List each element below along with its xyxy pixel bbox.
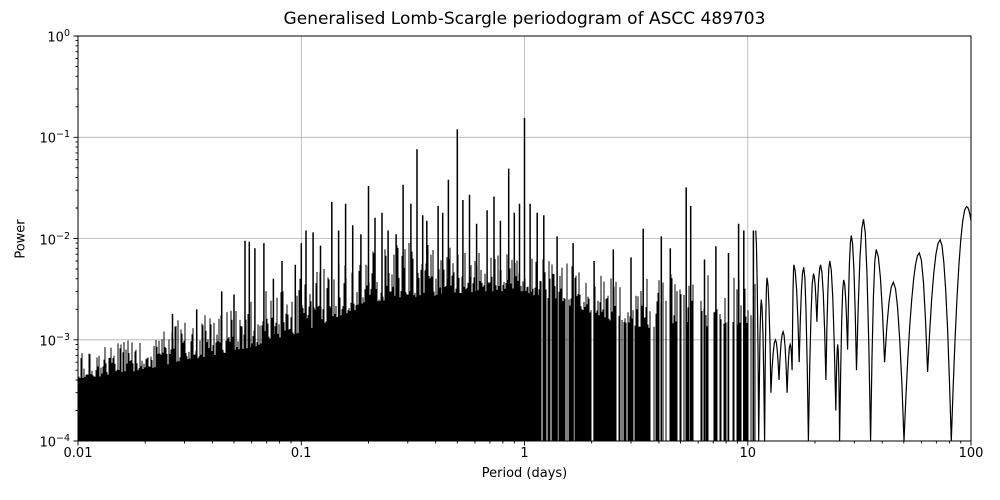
axis-ticks bbox=[73, 35, 972, 446]
y-tick-label: 100 bbox=[47, 28, 70, 46]
y-tick-label: 10−3 bbox=[39, 331, 70, 350]
x-tick-label: 0.1 bbox=[290, 446, 312, 461]
x-tick-label: 1 bbox=[520, 446, 529, 461]
y-tick-label: 10−2 bbox=[39, 230, 70, 248]
y-tick-label: 10−1 bbox=[39, 129, 70, 147]
y-tick-label: 10−4 bbox=[39, 433, 70, 451]
chart-title: Generalised Lomb-Scargle periodogram of … bbox=[283, 9, 766, 29]
x-tick-label: 10 bbox=[739, 446, 757, 461]
lobe-curve bbox=[755, 205, 971, 441]
x-axis-label: Period (days) bbox=[481, 466, 568, 481]
x-tick-label: 100 bbox=[958, 446, 984, 461]
peak-spikes bbox=[171, 118, 755, 441]
plot-spines bbox=[77, 35, 972, 442]
x-tick-label: 0.01 bbox=[63, 446, 93, 461]
